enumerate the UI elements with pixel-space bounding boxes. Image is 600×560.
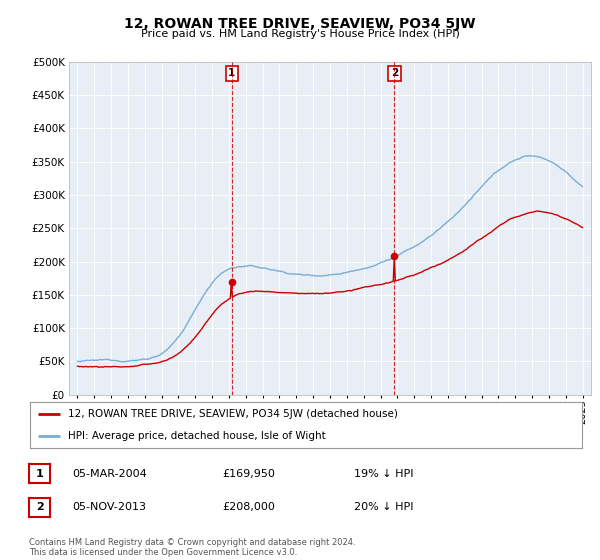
Text: 05-MAR-2004: 05-MAR-2004 — [72, 469, 147, 479]
Text: Contains HM Land Registry data © Crown copyright and database right 2024.
This d: Contains HM Land Registry data © Crown c… — [29, 538, 355, 557]
Text: £208,000: £208,000 — [222, 502, 275, 512]
Text: 05-NOV-2013: 05-NOV-2013 — [72, 502, 146, 512]
Text: 12, ROWAN TREE DRIVE, SEAVIEW, PO34 5JW: 12, ROWAN TREE DRIVE, SEAVIEW, PO34 5JW — [124, 17, 476, 31]
Text: 1: 1 — [228, 68, 235, 78]
Text: 20% ↓ HPI: 20% ↓ HPI — [354, 502, 413, 512]
Text: HPI: Average price, detached house, Isle of Wight: HPI: Average price, detached house, Isle… — [68, 431, 325, 441]
Text: 2: 2 — [36, 502, 43, 512]
Text: 12, ROWAN TREE DRIVE, SEAVIEW, PO34 5JW (detached house): 12, ROWAN TREE DRIVE, SEAVIEW, PO34 5JW … — [68, 409, 397, 419]
Text: 2: 2 — [391, 68, 398, 78]
Text: 1: 1 — [36, 469, 43, 479]
Text: £169,950: £169,950 — [222, 469, 275, 479]
Text: Price paid vs. HM Land Registry's House Price Index (HPI): Price paid vs. HM Land Registry's House … — [140, 29, 460, 39]
Text: 19% ↓ HPI: 19% ↓ HPI — [354, 469, 413, 479]
